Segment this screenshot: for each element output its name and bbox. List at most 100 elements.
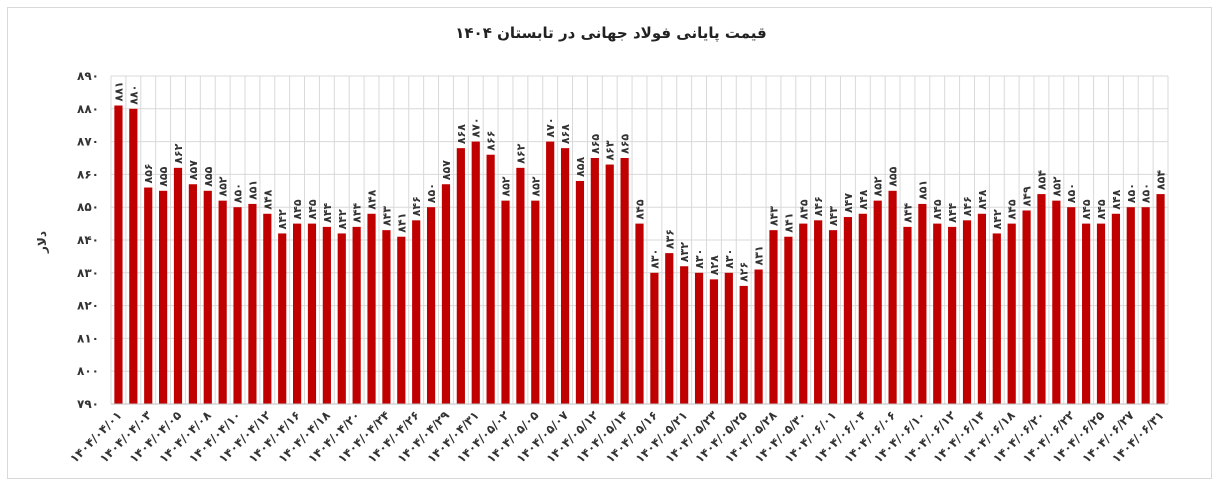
data-label: ۸۴۸ — [976, 189, 989, 209]
bar — [382, 230, 391, 404]
data-label: ۸۵۰ — [1125, 183, 1138, 203]
data-label: ۸۶۸ — [559, 124, 572, 144]
bar — [1156, 194, 1165, 404]
bar — [114, 105, 123, 405]
data-label: ۸۳۶ — [663, 229, 676, 249]
bar — [605, 164, 614, 404]
data-label: ۸۳۰ — [648, 249, 661, 269]
y-tick-label: ۸۷۰ — [77, 135, 99, 149]
data-label: ۸۷۰ — [544, 117, 557, 137]
bar — [412, 220, 421, 404]
data-label: ۸۷۰ — [470, 117, 483, 137]
data-label: ۸۴۵ — [306, 199, 319, 219]
bar — [1007, 223, 1016, 404]
bar — [486, 154, 495, 404]
bar — [441, 184, 451, 404]
data-label: ۸۴۵ — [1006, 199, 1019, 219]
data-label: ۸۲۸ — [708, 255, 721, 275]
chart-frame: قیمت پایانی فولاد جهانی در تابستان ۱۴۰۴ … — [7, 7, 1212, 479]
data-label: ۸۴۸ — [1110, 189, 1123, 209]
bar — [129, 108, 138, 405]
data-label: ۸۴۲ — [276, 209, 289, 229]
bar — [1126, 207, 1135, 404]
bar — [203, 190, 212, 404]
bar — [233, 207, 242, 404]
data-label: ۸۵۴ — [1155, 170, 1168, 190]
bar — [516, 167, 525, 404]
bar — [739, 285, 748, 404]
bar — [278, 233, 287, 404]
bar — [814, 220, 823, 404]
data-label: ۸۸۰ — [127, 85, 140, 105]
data-label: ۸۵۴ — [1035, 170, 1048, 190]
data-label: ۸۴۴ — [351, 202, 364, 222]
bar — [1141, 207, 1150, 404]
bar — [1037, 194, 1046, 404]
bar — [531, 200, 540, 404]
grid-lines — [110, 75, 1169, 405]
data-label: ۸۳۰ — [723, 249, 736, 269]
data-label: ۸۶۶ — [485, 131, 498, 151]
data-label: ۸۵۵ — [157, 166, 170, 186]
data-label: ۸۶۳ — [604, 140, 617, 160]
data-label: ۸۵۰ — [1140, 183, 1153, 203]
bar — [918, 203, 927, 404]
data-label: ۸۴۶ — [812, 196, 825, 216]
bar — [903, 226, 912, 404]
data-label: ۸۵۱ — [916, 180, 929, 200]
y-tick-label: ۸۲۰ — [77, 299, 99, 313]
data-label: ۸۴۴ — [321, 202, 334, 222]
bar — [1052, 200, 1061, 404]
data-label: ۸۶۵ — [589, 134, 602, 154]
bar — [397, 236, 406, 404]
bar — [501, 200, 510, 404]
data-label: ۸۴۴ — [901, 202, 914, 222]
bar — [799, 223, 808, 404]
y-tick-label: ۸۳۰ — [77, 266, 99, 280]
data-label: ۸۴۵ — [931, 199, 944, 219]
data-label: ۸۴۵ — [634, 199, 647, 219]
bar — [769, 230, 778, 404]
data-label: ۸۵۷ — [440, 160, 453, 180]
chart-title: قیمت پایانی فولاد جهانی در تابستان ۱۴۰۴ — [455, 24, 766, 43]
data-label: ۸۵۲ — [1050, 176, 1063, 196]
bar — [843, 217, 853, 404]
data-label: ۸۲۶ — [738, 262, 751, 282]
data-label: ۸۴۴ — [946, 202, 959, 222]
bar — [322, 226, 331, 404]
x-axis-ticks: ۱۴۰۴/۰۴/۰۱۱۴۰۴/۰۴/۰۳۱۴۰۴/۰۴/۰۵۱۴۰۴/۰۴/۰۸… — [67, 408, 1167, 466]
bar — [635, 223, 644, 404]
data-label: ۸۵۵ — [202, 166, 215, 186]
y-tick-label: ۸۸۰ — [77, 102, 99, 116]
data-label: ۸۴۶ — [410, 196, 423, 216]
data-label: ۸۵۵ — [887, 166, 900, 186]
bar — [352, 226, 361, 404]
y-tick-label: ۷۹۰ — [77, 397, 99, 411]
bar — [1082, 223, 1091, 404]
data-label: ۸۶۲ — [172, 143, 185, 163]
bar — [546, 141, 555, 404]
data-label: ۸۴۱ — [782, 213, 795, 233]
data-label: ۸۵۲ — [217, 176, 230, 196]
bar — [784, 236, 793, 404]
y-tick-label: ۸۵۰ — [77, 200, 99, 214]
y-tick-label: ۸۰۰ — [77, 364, 99, 378]
y-axis-title: دلار — [35, 231, 49, 254]
data-label: ۸۴۱ — [395, 213, 408, 233]
bar — [590, 158, 599, 404]
data-label: ۸۵۶ — [142, 163, 155, 183]
y-tick-label: ۸۹۰ — [77, 69, 99, 83]
bar — [575, 180, 585, 404]
data-label: ۸۵۰ — [1065, 183, 1078, 203]
bar — [367, 213, 376, 404]
data-label: ۸۴۳ — [767, 206, 780, 226]
data-label: ۸۵۲ — [500, 176, 513, 196]
y-tick-label: ۸۶۰ — [77, 167, 99, 181]
data-label: ۸۵۸ — [574, 157, 587, 177]
data-label: ۸۴۳ — [827, 206, 840, 226]
data-label: ۸۶۲ — [514, 143, 527, 163]
bar — [992, 233, 1001, 404]
bar — [159, 190, 168, 404]
data-label: ۸۶۵ — [619, 134, 632, 154]
